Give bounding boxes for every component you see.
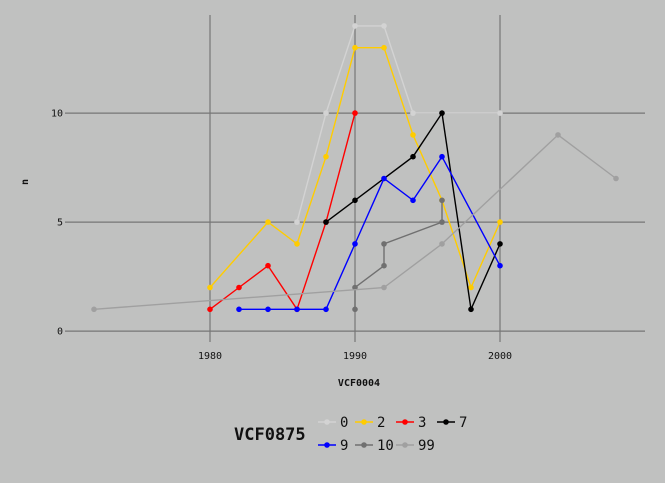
- legend-label: 9: [340, 438, 348, 454]
- legend-label: 2: [377, 415, 385, 431]
- data-point: [294, 306, 300, 313]
- data-point: [352, 241, 358, 247]
- data-point: [410, 132, 416, 138]
- data-point: [352, 23, 358, 29]
- data-point: [207, 306, 213, 313]
- data-point: [555, 132, 561, 138]
- tick-labels: 1980 1990 2000 0 5 10: [51, 109, 512, 362]
- legend-item-0: 0: [318, 415, 348, 431]
- data-point: [410, 153, 416, 160]
- legend-key-point: [402, 419, 408, 425]
- data-point: [613, 175, 619, 182]
- legend-key-point: [324, 442, 330, 448]
- data-point: [381, 175, 387, 182]
- series-line-3: [209, 112, 356, 311]
- data-point: [381, 284, 387, 291]
- data-point: [236, 284, 242, 291]
- series-line-10: [354, 200, 443, 310]
- data-point: [352, 110, 358, 116]
- data-point: [381, 262, 387, 269]
- data-point: [294, 241, 300, 247]
- legend-item-99: 99: [396, 438, 435, 454]
- data-point: [236, 306, 242, 313]
- data-point: [323, 110, 329, 116]
- x-axis-title: VCF0004: [338, 378, 380, 389]
- legend-item-3: 3: [396, 415, 426, 431]
- series-line-7: [325, 111, 501, 312]
- legend-label: 0: [340, 415, 348, 431]
- data-point: [381, 241, 387, 247]
- legend-item-10: 10: [355, 438, 394, 454]
- legend-key-point: [443, 419, 449, 425]
- legend-key-point: [324, 419, 330, 425]
- data-point: [439, 241, 445, 247]
- x-tick-label: 2000: [488, 351, 512, 362]
- data-point: [497, 262, 503, 269]
- data-point: [91, 306, 97, 313]
- x-tick-label: 1980: [198, 351, 222, 362]
- data-point: [352, 44, 358, 51]
- y-tick-label: 5: [57, 218, 63, 229]
- data-point: [323, 219, 329, 225]
- data-point: [468, 284, 474, 291]
- legend-key-point: [361, 419, 367, 425]
- data-point: [497, 241, 503, 247]
- data-point: [265, 306, 271, 313]
- legend-label: 3: [418, 415, 426, 431]
- series-layer: [91, 23, 619, 313]
- data-point: [439, 110, 445, 116]
- data-point: [381, 23, 387, 29]
- series-99: [91, 132, 619, 313]
- series-line-2: [209, 47, 501, 290]
- legend-label: 7: [459, 415, 467, 431]
- y-tick-label: 10: [51, 109, 63, 120]
- data-point: [265, 219, 271, 225]
- data-point: [410, 110, 416, 116]
- data-point: [497, 110, 503, 116]
- data-point: [468, 306, 474, 313]
- data-point: [439, 153, 445, 160]
- series-7: [323, 110, 503, 313]
- legend-item-7: 7: [437, 415, 467, 431]
- legend-label: 99: [418, 438, 435, 454]
- data-point: [439, 197, 445, 204]
- legend-item-9: 9: [318, 438, 348, 454]
- legend-key-point: [402, 442, 408, 448]
- legend-label: 10: [377, 438, 394, 454]
- legend-item-2: 2: [355, 415, 385, 431]
- legend: VCF0875 0 2 3 7 9 10 99: [234, 415, 467, 454]
- data-point: [352, 197, 358, 204]
- legend-title: VCF0875: [234, 425, 306, 445]
- y-axis-title: n: [20, 179, 31, 185]
- series-9: [236, 153, 503, 313]
- data-point: [497, 219, 503, 225]
- series-2: [207, 44, 503, 291]
- legend-key-point: [361, 442, 367, 448]
- data-point: [410, 197, 416, 204]
- data-point: [381, 44, 387, 51]
- data-point: [265, 262, 271, 269]
- data-point: [323, 153, 329, 160]
- series-10: [352, 197, 445, 313]
- data-point: [207, 284, 213, 291]
- x-tick-label: 1990: [343, 351, 367, 362]
- data-point: [294, 219, 300, 225]
- data-point: [439, 219, 445, 225]
- data-point: [352, 306, 358, 313]
- data-point: [323, 306, 329, 313]
- y-tick-label: 0: [57, 327, 63, 338]
